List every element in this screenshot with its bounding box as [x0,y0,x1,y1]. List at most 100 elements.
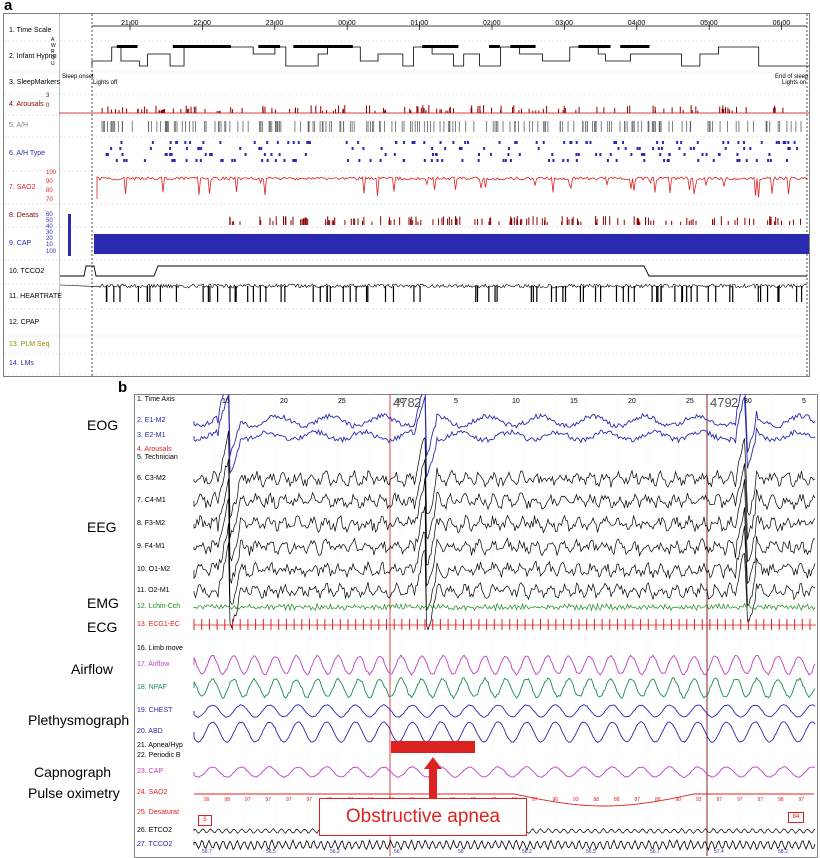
ah-type-mark [274,159,277,162]
scale-value: 40 [46,224,53,230]
ah-type-mark [351,147,354,150]
spo2-reading: 93 [696,797,702,803]
ah-type-mark [595,153,598,156]
eeg-trace [193,430,816,519]
spo2-reading: 97 [265,797,272,803]
ah-type-mark [413,141,416,144]
ah-type-mark [724,147,727,150]
ah-type-mark [345,141,348,144]
arrow-shaft [429,768,437,798]
track-label: 4. Arousals [9,100,44,108]
ah-type-mark [394,141,397,144]
time-tick-label: 20 [280,398,288,405]
ah-type-mark [696,141,699,144]
scale-value: 50 [46,218,53,224]
eog-trace-e2 [193,394,816,478]
track-label: 7. SAO2 [9,183,36,191]
ah-type-mark [402,159,405,162]
ah-type-mark [787,141,790,144]
pulse-oximetry-label: Pulse oximetry [28,785,120,801]
rem-block [620,45,650,48]
channel-label: 8. F3-M2 [137,520,166,527]
time-tick-label: 05:00 [700,20,718,27]
ah-type-mark [278,153,281,156]
track-label: 1. Time Scale [9,27,52,34]
ah-type-mark [514,141,517,144]
ah-type-mark [718,153,721,156]
ah-type-mark [705,153,708,156]
spo2-reading: 97 [716,797,723,803]
ah-type-mark [697,159,700,162]
ah-type-mark [244,153,247,156]
ah-type-mark [149,147,152,150]
scale-value: 70 [46,197,53,203]
ah-type-mark [460,147,463,150]
tcco2-reading: 56.2 [522,849,532,855]
epoch-number-label: 2 [414,395,422,410]
time-tick-label: 30 [396,398,404,405]
ah-type-mark [692,147,695,150]
obstructive-apnea-callout: Obstructive apnea [319,798,527,836]
ah-type-mark [680,141,683,144]
ah-type-mark [777,141,780,144]
spo2-reading: 97 [532,797,538,803]
ah-type-mark [478,153,481,156]
ah-type-mark [643,153,646,156]
ah-type-mark [535,141,538,144]
ah-type-mark [195,159,198,162]
ah-type-mark [784,141,787,144]
ah-type-mark [736,153,739,156]
spo2-reading: 88 [593,797,600,803]
rem-block [332,45,353,48]
ah-type-mark [507,153,510,156]
ah-type-mark [357,141,360,144]
ah-type-mark [175,141,178,144]
channel-label: 17. Airflow [137,661,170,668]
ah-type-mark [738,159,741,162]
scale-value: 60 [46,212,53,218]
ah-type-mark [737,141,740,144]
scale-value: 3 [46,93,50,99]
ah-type-mark [120,141,123,144]
channel-label: 23. CAP [137,768,164,775]
ah-type-mark [233,159,236,162]
ah-type-mark [384,153,387,156]
ah-type-mark [202,141,205,144]
channel-label: 18. NPAF [137,684,167,691]
ah-type-mark [689,147,692,150]
ah-type-mark [548,159,551,162]
ah-type-mark [362,147,365,150]
channel-label: 13. ECG1-EC [137,621,180,628]
ah-type-mark [755,159,758,162]
ah-type-mark [636,147,639,150]
cap-spike [68,214,71,256]
ah-type-mark [185,147,188,150]
ah-type-mark [489,153,492,156]
time-tick-label: 02:00 [483,20,501,27]
ah-type-mark [461,159,464,162]
ah-type-mark [358,159,361,162]
ah-type-mark [266,159,269,162]
ah-type-mark [652,147,655,150]
ah-type-mark [423,159,426,162]
ah-type-mark [617,147,620,150]
ah-type-mark [638,147,641,150]
time-tick-label: 10 [512,398,520,405]
emg-label: EMG [87,595,119,611]
channel-label: 19. CHEST [137,707,173,714]
track-label: 3. SleepMarkers [9,79,60,86]
time-tick-label: 22:00 [193,20,211,27]
ah-type-mark [239,147,242,150]
ah-type-mark [767,159,770,162]
spo2-reading: 97 [306,797,313,803]
channel-label: 1. Time Axis [137,396,175,403]
time-tick-label: 03:00 [555,20,573,27]
track-label: 13. PLM Seq [9,341,50,348]
scale-value: 10 [46,242,53,248]
spo2-reading: 93 [573,797,579,803]
ah-type-mark [189,141,192,144]
ah-type-mark [660,147,663,150]
time-tick-label: 5 [454,398,458,405]
ah-type-mark [143,159,146,162]
ah-type-mark [393,153,396,156]
